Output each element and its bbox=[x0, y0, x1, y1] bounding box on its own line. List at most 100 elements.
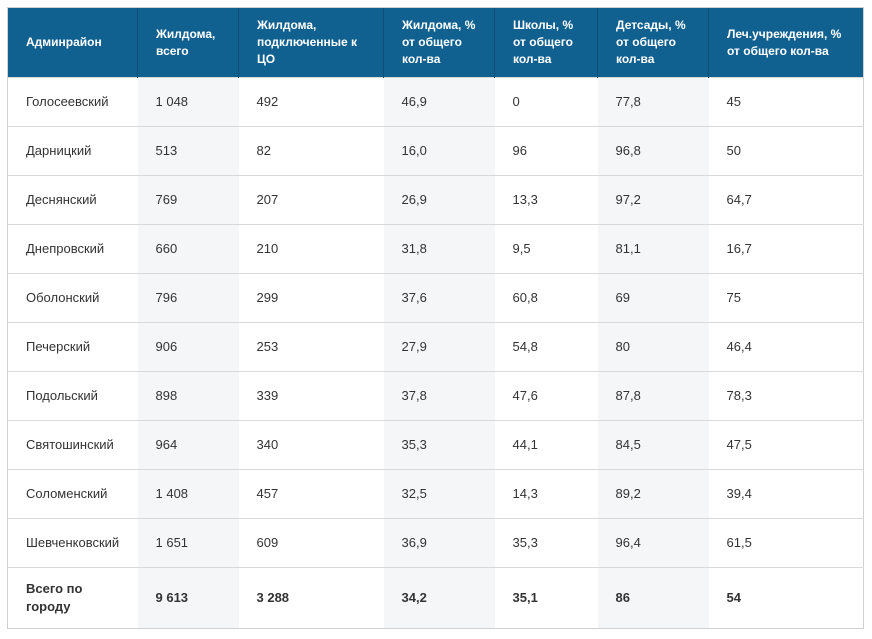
value-cell: 32,5 bbox=[383, 469, 495, 519]
value-cell: 61,5 bbox=[708, 518, 864, 568]
value-cell: 60,8 bbox=[494, 273, 598, 323]
value-cell: 340 bbox=[238, 420, 384, 470]
value-cell: 1 651 bbox=[137, 518, 239, 568]
value-cell: 35,3 bbox=[494, 518, 598, 568]
district-cell: Днепровский bbox=[7, 224, 138, 274]
value-cell: 54,8 bbox=[494, 322, 598, 372]
value-cell: 75 bbox=[708, 273, 864, 323]
district-cell: Всего по городу bbox=[7, 567, 138, 629]
table-row: Святошинский 964 340 35,3 44,1 84,5 47,5 bbox=[7, 420, 864, 470]
district-cell: Дарницкий bbox=[7, 126, 138, 176]
table-row: Оболонский 796 299 37,6 60,8 69 75 bbox=[7, 273, 864, 323]
district-cell: Деснянский bbox=[7, 175, 138, 225]
column-header-houses-connected: Жилдома, подключенные к ЦО bbox=[238, 7, 384, 78]
value-cell: 31,8 bbox=[383, 224, 495, 274]
value-cell: 54 bbox=[708, 567, 864, 629]
table-row: Дарницкий 513 82 16,0 96 96,8 50 bbox=[7, 126, 864, 176]
value-cell: 1 048 bbox=[137, 77, 239, 127]
district-cell: Соломенский bbox=[7, 469, 138, 519]
value-cell: 96 bbox=[494, 126, 598, 176]
value-cell: 80 bbox=[597, 322, 709, 372]
table-row: Подольский 898 339 37,8 47,6 87,8 78,3 bbox=[7, 371, 864, 421]
value-cell: 78,3 bbox=[708, 371, 864, 421]
table-row: Печерский 906 253 27,9 54,8 80 46,4 bbox=[7, 322, 864, 372]
district-cell: Подольский bbox=[7, 371, 138, 421]
column-header-houses-total: Жилдома, всего bbox=[137, 7, 239, 78]
value-cell: 0 bbox=[494, 77, 598, 127]
value-cell: 36,9 bbox=[383, 518, 495, 568]
value-cell: 609 bbox=[238, 518, 384, 568]
value-cell: 210 bbox=[238, 224, 384, 274]
column-header-houses-percent: Жилдома, % от общего кол-ва bbox=[383, 7, 495, 78]
column-header-medical-percent: Леч.учреждения, % от общего кол-ва bbox=[708, 7, 864, 78]
value-cell: 69 bbox=[597, 273, 709, 323]
value-cell: 82 bbox=[238, 126, 384, 176]
value-cell: 39,4 bbox=[708, 469, 864, 519]
value-cell: 37,8 bbox=[383, 371, 495, 421]
district-cell: Шевченковский bbox=[7, 518, 138, 568]
district-cell: Святошинский bbox=[7, 420, 138, 470]
value-cell: 207 bbox=[238, 175, 384, 225]
value-cell: 16,0 bbox=[383, 126, 495, 176]
value-cell: 45 bbox=[708, 77, 864, 127]
district-cell: Голосеевский bbox=[7, 77, 138, 127]
value-cell: 47,5 bbox=[708, 420, 864, 470]
value-cell: 81,1 bbox=[597, 224, 709, 274]
value-cell: 96,8 bbox=[597, 126, 709, 176]
table-row: Голосеевский 1 048 492 46,9 0 77,8 45 bbox=[7, 77, 864, 127]
value-cell: 3 288 bbox=[238, 567, 384, 629]
value-cell: 13,3 bbox=[494, 175, 598, 225]
value-cell: 46,9 bbox=[383, 77, 495, 127]
value-cell: 77,8 bbox=[597, 77, 709, 127]
value-cell: 9,5 bbox=[494, 224, 598, 274]
table-body: Голосеевский 1 048 492 46,9 0 77,8 45 Дарницкий… bbox=[7, 77, 864, 629]
value-cell: 9 613 bbox=[137, 567, 239, 629]
value-cell: 50 bbox=[708, 126, 864, 176]
column-header-kindergartens-percent: Детсады, % от общего кол-ва bbox=[597, 7, 709, 78]
value-cell: 339 bbox=[238, 371, 384, 421]
value-cell: 906 bbox=[137, 322, 239, 372]
table-row: Шевченковский 1 651 609 36,9 35,3 96,4 61,5 bbox=[7, 518, 864, 568]
value-cell: 37,6 bbox=[383, 273, 495, 323]
column-header-schools-percent: Школы, % от общего кол-ва bbox=[494, 7, 598, 78]
value-cell: 27,9 bbox=[383, 322, 495, 372]
value-cell: 769 bbox=[137, 175, 239, 225]
value-cell: 26,9 bbox=[383, 175, 495, 225]
district-cell: Оболонский bbox=[7, 273, 138, 323]
column-header-district: Админрайон bbox=[7, 7, 138, 78]
value-cell: 97,2 bbox=[597, 175, 709, 225]
table-row: Соломенский 1 408 457 32,5 14,3 89,2 39,4 bbox=[7, 469, 864, 519]
header-row: Админрайон Жилдома, всего Жилдома, подкл… bbox=[7, 7, 864, 78]
table-header: Админрайон Жилдома, всего Жилдома, подкл… bbox=[7, 7, 864, 78]
value-cell: 64,7 bbox=[708, 175, 864, 225]
value-cell: 253 bbox=[238, 322, 384, 372]
value-cell: 35,3 bbox=[383, 420, 495, 470]
value-cell: 16,7 bbox=[708, 224, 864, 274]
value-cell: 660 bbox=[137, 224, 239, 274]
value-cell: 796 bbox=[137, 273, 239, 323]
value-cell: 87,8 bbox=[597, 371, 709, 421]
districts-heating-table: Админрайон Жилдома, всего Жилдома, подкл… bbox=[7, 7, 864, 629]
value-cell: 34,2 bbox=[383, 567, 495, 629]
district-cell: Печерский bbox=[7, 322, 138, 372]
table-total-row: Всего по городу 9 613 3 288 34,2 35,1 86 54 bbox=[7, 567, 864, 629]
value-cell: 96,4 bbox=[597, 518, 709, 568]
value-cell: 46,4 bbox=[708, 322, 864, 372]
value-cell: 492 bbox=[238, 77, 384, 127]
value-cell: 1 408 bbox=[137, 469, 239, 519]
value-cell: 35,1 bbox=[494, 567, 598, 629]
table-row: Днепровский 660 210 31,8 9,5 81,1 16,7 bbox=[7, 224, 864, 274]
table-row: Деснянский 769 207 26,9 13,3 97,2 64,7 bbox=[7, 175, 864, 225]
value-cell: 89,2 bbox=[597, 469, 709, 519]
value-cell: 513 bbox=[137, 126, 239, 176]
value-cell: 964 bbox=[137, 420, 239, 470]
value-cell: 44,1 bbox=[494, 420, 598, 470]
value-cell: 457 bbox=[238, 469, 384, 519]
value-cell: 898 bbox=[137, 371, 239, 421]
value-cell: 86 bbox=[597, 567, 709, 629]
value-cell: 14,3 bbox=[494, 469, 598, 519]
value-cell: 47,6 bbox=[494, 371, 598, 421]
value-cell: 84,5 bbox=[597, 420, 709, 470]
value-cell: 299 bbox=[238, 273, 384, 323]
